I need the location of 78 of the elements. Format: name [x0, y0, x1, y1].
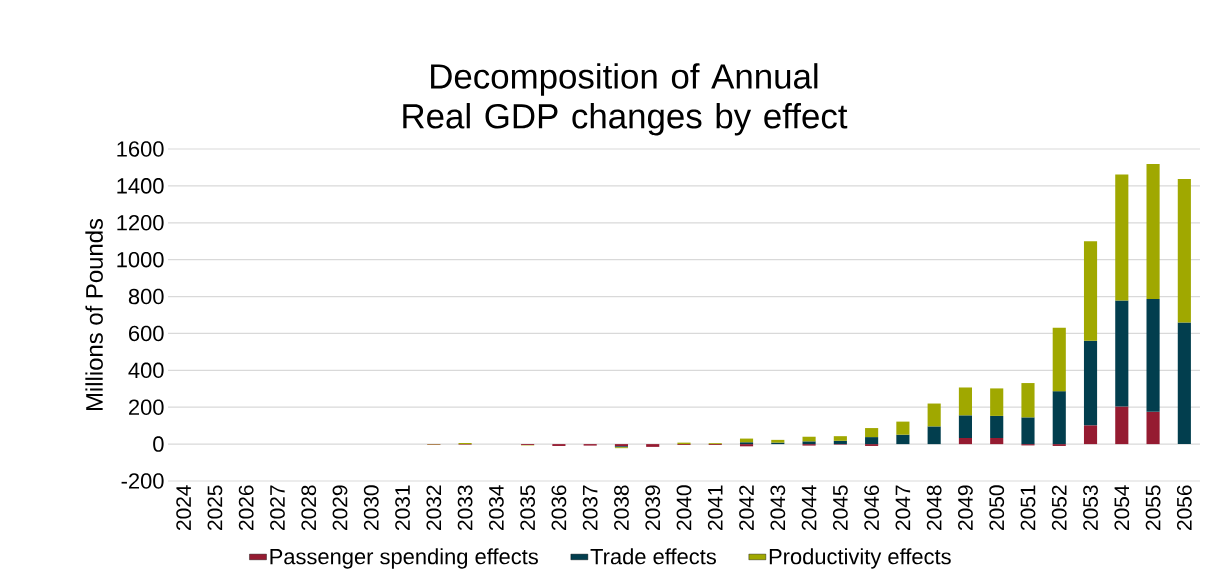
bar: [1177, 322, 1191, 445]
x-tick-label: 2056: [1176, 485, 1192, 531]
chart-title: Decomposition of Annual Real GDP changes by effect: [403, 63, 848, 136]
bar: [1115, 174, 1129, 301]
bar: [958, 438, 972, 445]
x-tick-label: 2053: [1083, 485, 1098, 531]
bar: [990, 438, 1004, 445]
x-tick-label: 2041: [707, 485, 723, 531]
bar: [1177, 179, 1191, 323]
x-tick-label: 2026: [238, 485, 254, 531]
bar: [896, 421, 910, 435]
x-tick-label: 2034: [488, 485, 504, 531]
bar: [927, 426, 941, 445]
bar: [958, 387, 972, 416]
x-tick-label: 2052: [1051, 485, 1067, 531]
bar: [1146, 298, 1160, 412]
x-tick-label: 2046: [864, 485, 880, 531]
bar: [927, 403, 941, 427]
y-tick-label: -200: [121, 473, 164, 489]
x-tick-label: 2051: [1020, 485, 1036, 531]
bar: [1146, 411, 1160, 445]
x-tick-label: 2049: [958, 485, 973, 531]
x-tick-label: 2054: [1114, 485, 1130, 531]
bar: [646, 444, 660, 447]
legend-label: Trade effects: [590, 548, 716, 565]
x-tick-label: 2037: [582, 485, 598, 531]
bar: [1115, 406, 1129, 445]
x-tick-label: 2048: [926, 485, 942, 531]
bar: [1083, 340, 1098, 426]
legend-label: Passenger spending effects: [270, 548, 538, 569]
bar: [958, 415, 972, 439]
bar: [833, 440, 847, 445]
y-tick-label: 1400: [117, 178, 164, 194]
x-tick-label: 2027: [270, 485, 285, 531]
bar: [865, 437, 879, 445]
bar: [1083, 241, 1098, 341]
x-tick-label: 2055: [1145, 485, 1161, 531]
x-tick-label: 2044: [801, 485, 817, 531]
bar: [833, 436, 847, 441]
x-tick-label: 2043: [770, 485, 786, 531]
y-tick-label: 1600: [117, 141, 164, 157]
x-tick-label: 2025: [207, 485, 223, 531]
bar: [1115, 300, 1129, 407]
x-tick-label: 2035: [520, 485, 536, 531]
legend-label: Productivity effects: [769, 548, 951, 569]
y-tick-label: 1000: [117, 251, 164, 268]
y-tick-label: 200: [129, 399, 164, 415]
bar: [1021, 417, 1035, 445]
bar: [1052, 391, 1066, 445]
bar: [865, 428, 879, 438]
bar: [1052, 327, 1066, 392]
x-tick-label: 2038: [614, 485, 629, 531]
y-axis-title: Millions of Pounds: [85, 218, 103, 411]
x-tick-label: 2024: [176, 485, 192, 531]
x-tick-label: 2029: [332, 485, 348, 531]
bar: [990, 415, 1004, 439]
x-tick-label: 2045: [832, 485, 848, 531]
y-tick-label: 600: [129, 325, 164, 342]
x-tick-label: 2028: [301, 485, 317, 531]
y-tick-label: 800: [128, 288, 164, 305]
x-tick-label: 2039: [645, 485, 661, 531]
bar: [1083, 425, 1098, 445]
x-tick-label: 2050: [989, 485, 1005, 531]
x-tick-label: 2033: [457, 485, 473, 531]
x-tick-label: 2036: [551, 485, 567, 531]
y-tick-label: 400: [128, 362, 164, 379]
x-tick-label: 2031: [395, 485, 410, 531]
y-tick-label: 0: [153, 436, 164, 452]
x-tick-label: 2047: [895, 485, 911, 531]
x-tick-label: 2032: [426, 485, 442, 531]
bar: [1021, 383, 1035, 418]
x-tick-label: 2030: [363, 485, 379, 531]
bar: [1146, 164, 1160, 299]
x-tick-label: 2042: [739, 485, 754, 531]
bar: [990, 388, 1004, 416]
x-tick-label: 2040: [676, 485, 692, 531]
bar: [896, 434, 910, 445]
y-tick-label: 1200: [117, 215, 164, 231]
